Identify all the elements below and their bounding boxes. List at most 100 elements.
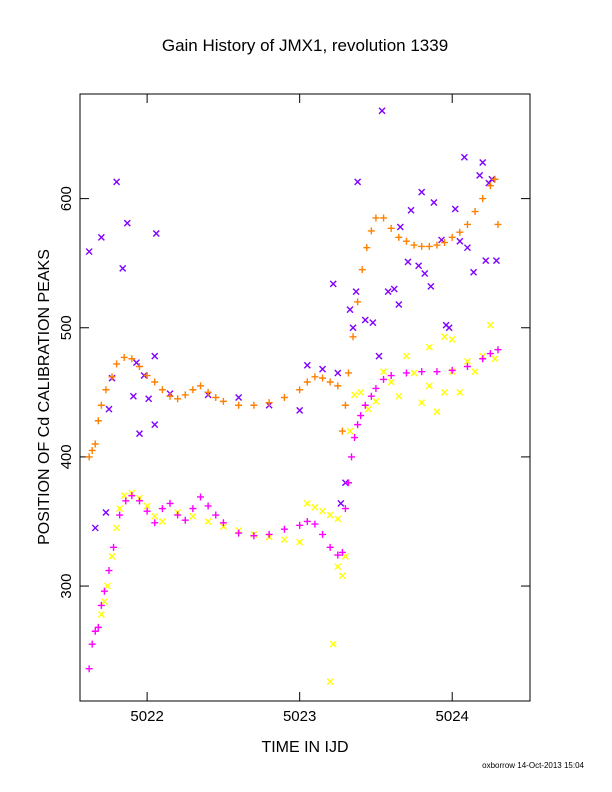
data-point [425,382,433,390]
data-point [456,237,464,245]
data-point [319,507,327,515]
data-point [380,375,388,383]
data-point [372,384,380,392]
x-tick-label: 5022 [130,708,163,725]
data-point [430,198,438,206]
data-point [132,359,140,367]
data-point [219,519,227,527]
data-point [357,388,365,396]
data-point [235,394,243,401]
data-point [486,182,494,190]
data-point [85,453,93,461]
data-point [108,552,116,560]
data-point [113,178,121,186]
data-point [212,394,220,401]
data-point [189,386,197,394]
data-point [166,392,174,400]
data-point [387,378,395,386]
data-point [235,529,243,537]
data-point [116,511,124,519]
data-point [319,374,327,382]
data-point [296,406,304,414]
data-point [378,107,386,115]
data-point [97,601,105,609]
data-point [338,548,346,556]
data-point [433,408,441,416]
y-tick-label: 300 [58,574,75,599]
data-point [425,343,433,351]
data-point [357,412,365,420]
data-point [151,519,159,527]
data-point [367,227,375,235]
data-point [433,368,441,376]
chart-title: Gain History of JMX1, revolution 1339 [162,36,448,55]
data-point [354,178,362,186]
data-point [361,316,369,324]
data-point [352,288,360,296]
data-point [367,392,375,400]
data-point [380,368,388,376]
data-point [463,363,471,371]
data-point [361,401,369,409]
data-point [404,258,412,266]
data-point [102,386,110,394]
data-point [143,372,151,380]
data-point [341,552,349,560]
data-point [204,388,212,396]
data-point [471,368,479,376]
data-point [494,346,502,354]
data-point [303,361,311,369]
data-point [387,224,395,232]
data-point [407,206,415,214]
data-point [460,153,468,161]
data-point [349,333,357,341]
data-point [476,171,484,179]
data-point [326,543,334,551]
data-point [122,497,130,505]
credit-line: oxborrow 14-Oct-2013 15:04 [482,761,584,770]
data-point [91,627,99,635]
data-marks [85,107,502,686]
data-point [395,301,403,309]
data-point [486,350,494,358]
data-point [311,373,319,381]
data-point [197,382,205,390]
data-point [166,499,174,507]
data-point [174,511,182,519]
data-point [396,223,404,231]
data-point [463,244,471,252]
data-point [143,502,151,510]
data-point [128,492,136,500]
data-point [395,392,403,400]
data-point [326,678,334,686]
data-point [97,401,105,409]
data-point [91,524,99,532]
data-point [344,479,352,487]
data-point [303,378,311,386]
data-point [341,401,349,409]
data-point [189,512,197,520]
data-point [97,610,105,618]
data-point [334,515,342,523]
data-point [105,567,113,575]
data-point [387,372,395,380]
data-point [441,333,449,341]
data-point [445,324,453,332]
data-point [482,257,490,265]
data-point [189,505,197,513]
data-point [402,237,410,245]
y-tick-label: 500 [58,315,75,340]
data-point [250,401,258,409]
data-point [296,386,304,394]
data-point [135,430,143,438]
series-2 [97,321,499,686]
data-point [402,352,410,360]
data-point [358,266,366,274]
data-point [415,262,423,270]
data-point [410,241,418,249]
data-point [181,516,189,524]
data-point [456,228,464,236]
data-point [390,285,398,293]
data-point [427,282,435,290]
